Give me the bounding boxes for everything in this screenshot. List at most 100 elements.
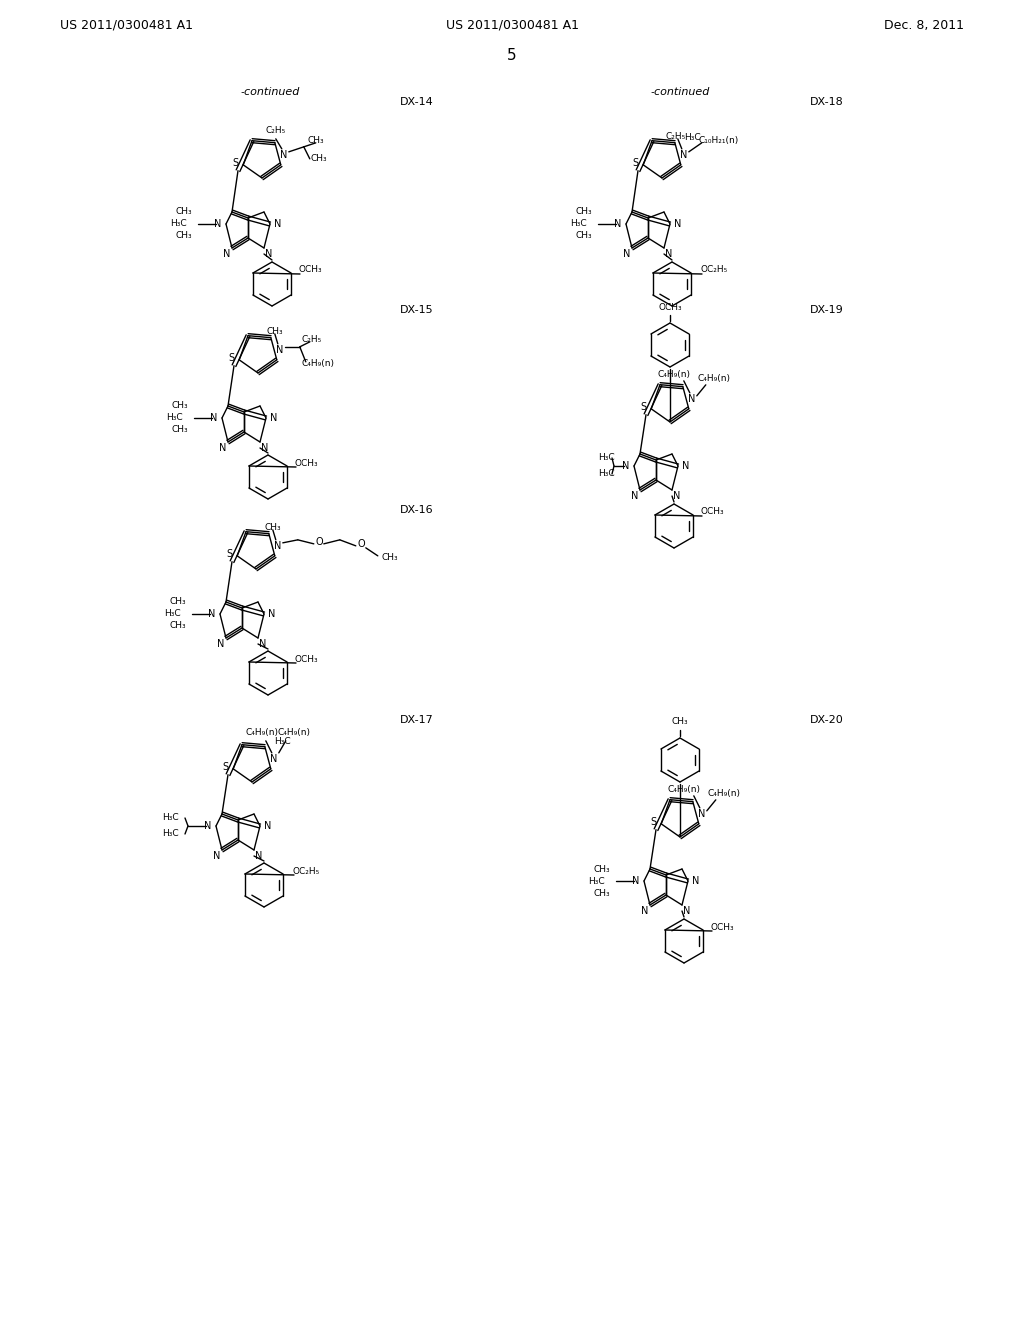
Text: S: S [222,762,228,772]
Text: H₃C: H₃C [588,876,604,886]
Text: N: N [674,491,681,502]
Text: S: S [232,158,239,168]
Text: N: N [270,754,278,764]
Text: 5: 5 [507,48,517,62]
Text: Dec. 8, 2011: Dec. 8, 2011 [884,18,964,32]
Text: CH₃: CH₃ [575,231,592,240]
Text: H₃C: H₃C [164,610,180,619]
Text: CH₃: CH₃ [594,865,610,874]
Text: N: N [624,249,631,259]
Text: N: N [217,639,224,649]
Text: C₄H₉(n): C₄H₉(n) [697,375,730,383]
Text: N: N [675,219,682,228]
Text: CH₃: CH₃ [176,207,193,216]
Text: N: N [270,413,278,422]
Text: N: N [265,249,272,259]
Text: CH₃: CH₃ [170,598,186,606]
Text: CH₃: CH₃ [172,425,188,434]
Text: CH₃: CH₃ [310,154,327,164]
Text: N: N [682,461,690,471]
Text: N: N [641,906,648,916]
Text: C₁₀H₂₁(n): C₁₀H₂₁(n) [698,136,739,145]
Text: S: S [632,158,638,168]
Text: N: N [698,809,706,818]
Text: N: N [259,639,266,649]
Text: C₂H₅: C₂H₅ [666,132,686,141]
Text: DX-20: DX-20 [810,715,844,725]
Text: N: N [666,249,673,259]
Text: OC₂H₅: OC₂H₅ [293,866,319,875]
Text: O: O [358,539,366,549]
Text: -continued: -continued [241,87,300,96]
Text: N: N [213,851,221,861]
Text: N: N [274,219,282,228]
Text: H₃C: H₃C [684,133,701,143]
Text: N: N [623,461,630,471]
Text: CH₃: CH₃ [307,136,325,145]
Text: C₄H₉(n): C₄H₉(n) [668,785,700,795]
Text: CH₃: CH₃ [172,401,188,411]
Text: H₃C: H₃C [274,737,291,746]
Text: N: N [632,491,639,502]
Text: S: S [226,549,232,558]
Text: N: N [268,609,275,619]
Text: H₃C: H₃C [166,413,182,422]
Text: C₄H₉(n): C₄H₉(n) [278,729,310,738]
Text: N: N [255,851,263,861]
Text: CH₃: CH₃ [672,718,688,726]
Text: OCH₃: OCH₃ [294,458,317,467]
Text: US 2011/0300481 A1: US 2011/0300481 A1 [445,18,579,32]
Text: N: N [210,413,218,422]
Text: C₄H₉(n): C₄H₉(n) [708,789,740,799]
Text: N: N [219,444,226,453]
Text: C₄H₉(n): C₄H₉(n) [657,371,690,379]
Text: S: S [228,352,234,363]
Text: N: N [274,541,282,550]
Text: CH₃: CH₃ [575,207,592,216]
Text: N: N [205,821,212,832]
Text: OCH₃: OCH₃ [294,655,317,664]
Text: N: N [261,444,268,453]
Text: H₃C: H₃C [162,829,178,838]
Text: OCH₃: OCH₃ [298,265,322,275]
Text: DX-19: DX-19 [810,305,844,315]
Text: DX-17: DX-17 [400,715,434,725]
Text: DX-14: DX-14 [400,96,434,107]
Text: N: N [683,906,690,916]
Text: H₃C: H₃C [598,470,614,479]
Text: N: N [692,876,699,886]
Text: CH₃: CH₃ [170,622,186,631]
Text: CH₃: CH₃ [266,327,283,337]
Text: OC₂H₅: OC₂H₅ [700,265,728,275]
Text: CH₃: CH₃ [594,888,610,898]
Text: H₃C: H₃C [162,813,178,822]
Text: N: N [680,150,687,160]
Text: C₂H₅: C₂H₅ [265,127,286,136]
Text: O: O [316,537,324,546]
Text: N: N [276,345,284,355]
Text: C₄H₉(n): C₄H₉(n) [301,359,334,368]
Text: S: S [650,817,656,826]
Text: DX-16: DX-16 [400,506,433,515]
Text: H₃C: H₃C [598,454,614,462]
Text: -continued: -continued [650,87,710,96]
Text: N: N [632,876,640,886]
Text: CH₃: CH₃ [264,523,282,532]
Text: H₃C: H₃C [569,219,587,228]
Text: S: S [640,401,646,412]
Text: C₄H₉(n): C₄H₉(n) [246,729,279,738]
Text: N: N [614,219,622,228]
Text: OCH₃: OCH₃ [658,302,682,312]
Text: N: N [281,150,288,160]
Text: DX-18: DX-18 [810,96,844,107]
Text: CH₃: CH₃ [382,553,398,562]
Text: N: N [208,609,216,619]
Text: N: N [223,249,230,259]
Text: OCH₃: OCH₃ [700,507,724,516]
Text: DX-15: DX-15 [400,305,433,315]
Text: N: N [214,219,221,228]
Text: US 2011/0300481 A1: US 2011/0300481 A1 [60,18,193,32]
Text: N: N [688,393,695,404]
Text: H₃C: H₃C [170,219,186,228]
Text: OCH₃: OCH₃ [711,923,734,932]
